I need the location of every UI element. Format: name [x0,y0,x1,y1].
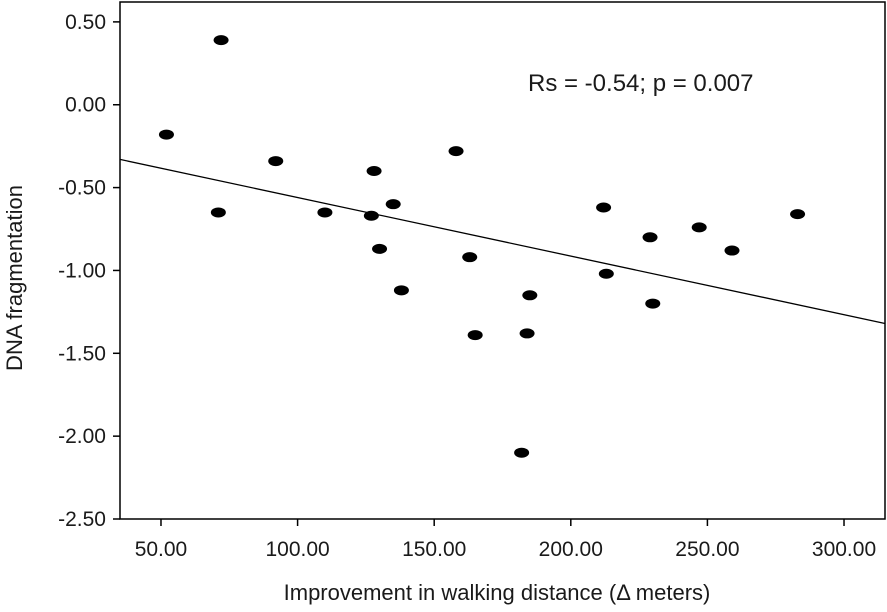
data-point [467,330,483,341]
data-point [363,210,379,221]
y-tick-label: 0.00 [65,94,106,117]
data-point [268,156,284,167]
data-point [385,199,401,210]
data-point [724,245,740,256]
y-tick-label: -0.50 [58,177,106,200]
data-point [790,209,806,220]
x-tick-label: 200.00 [539,538,603,561]
y-tick-label: -1.50 [58,342,106,365]
data-point [462,252,478,263]
data-point [514,447,530,458]
data-point [598,268,614,279]
data-point [642,232,658,243]
data-point [393,285,409,296]
data-point [317,207,333,218]
regression-line [119,158,886,325]
x-tick-label: 100.00 [265,538,329,561]
x-tick-label: 250.00 [675,538,739,561]
data-point [448,146,464,157]
data-point [158,129,174,140]
data-point [645,298,661,309]
plot-area [119,1,886,520]
y-tick-label: 0.50 [65,11,106,34]
x-tick-label: 150.00 [402,538,466,561]
data-point [522,290,538,301]
data-point [210,207,226,218]
x-tick-label: 50.00 [135,538,188,561]
data-point [366,166,382,177]
data-point [596,202,612,213]
x-axis-title: Improvement in walking distance (Δ meter… [284,580,711,605]
y-tick-label: -2.00 [58,425,106,448]
correlation-annotation: Rs = -0.54; p = 0.007 [528,70,753,97]
data-point [519,328,535,339]
data-point [691,222,707,233]
data-point [213,35,229,46]
x-tick-label: 300.00 [812,538,876,561]
y-tick-label: -2.50 [58,508,106,531]
y-axis-title: DNA fragmentation [2,185,27,371]
data-point [372,243,388,254]
y-tick-label: -1.00 [58,259,106,282]
